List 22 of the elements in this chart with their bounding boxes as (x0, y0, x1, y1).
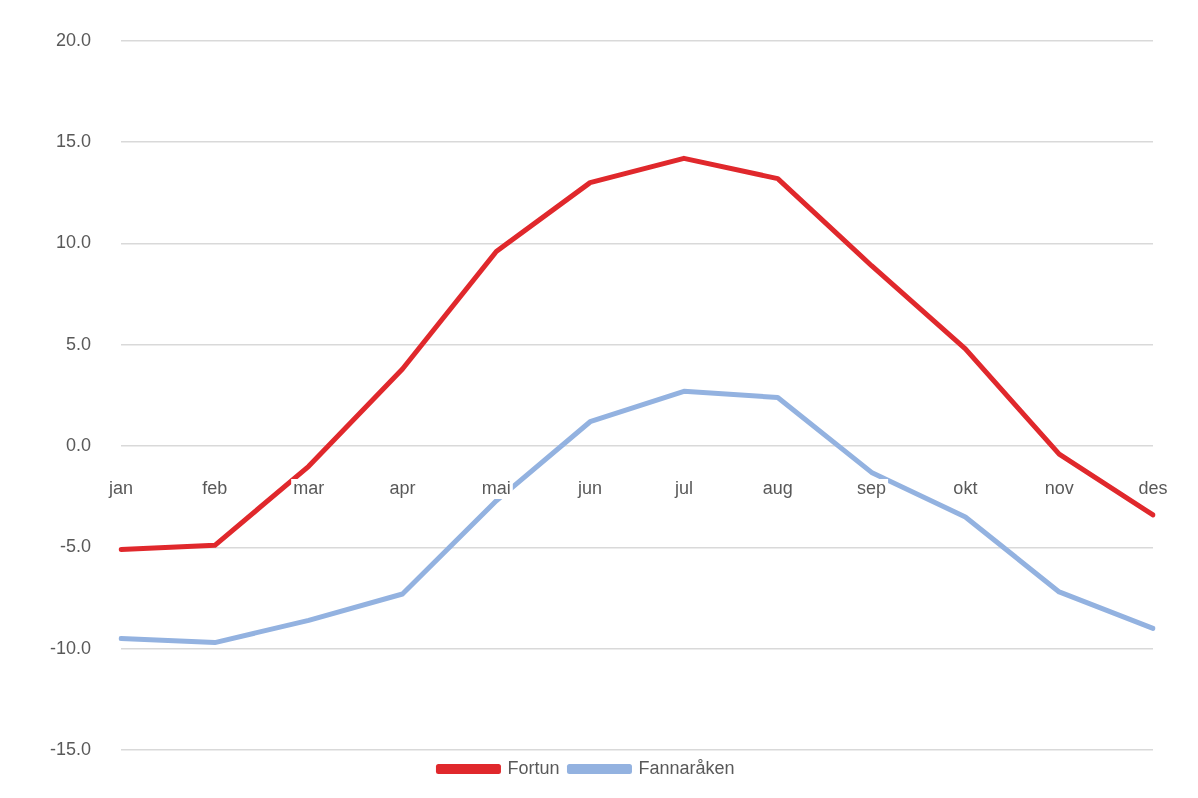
x-tick-label: mai (481, 478, 511, 499)
y-tick-label: 0.0 (66, 435, 92, 456)
y-tick-label: 15.0 (55, 131, 92, 152)
legend-label: Fannaråken (638, 757, 735, 778)
x-tick-label: apr (389, 478, 416, 499)
x-tick-label: des (1138, 478, 1168, 499)
y-tick-label: 5.0 (66, 333, 92, 354)
y-tick-label: 10.0 (55, 232, 92, 253)
y-tick-label: -5.0 (60, 536, 92, 557)
x-tick-label: aug (762, 478, 793, 499)
x-tick-label: jan (108, 478, 134, 499)
y-tick-label: -10.0 (50, 637, 92, 658)
x-tick-label: jul (673, 478, 693, 499)
y-tick-label: 20.0 (55, 29, 92, 50)
x-tick-label: feb (202, 478, 228, 499)
x-tick-label: sep (857, 478, 887, 499)
x-tick-label: jun (577, 478, 603, 499)
x-tick-label: okt (953, 478, 978, 499)
y-tick-label: -15.0 (50, 738, 92, 759)
x-tick-label: mar (293, 478, 325, 499)
legend-label: Fortun (507, 757, 560, 778)
x-tick-label: nov (1044, 478, 1074, 499)
